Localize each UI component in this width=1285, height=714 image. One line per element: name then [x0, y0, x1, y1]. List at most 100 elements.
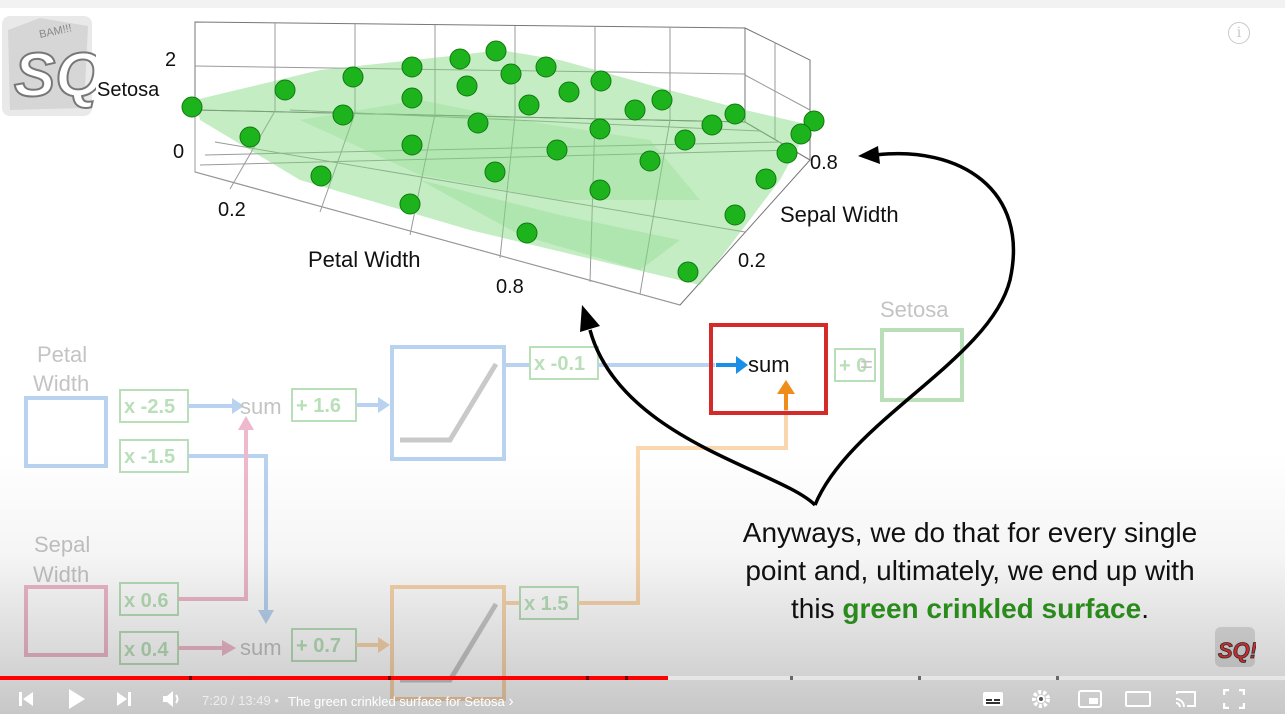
caption-text: Anyways, we do that for every single poi…: [742, 517, 1198, 624]
data-point: [401, 87, 423, 109]
output-node: [880, 328, 964, 402]
sum-top: sum: [240, 394, 282, 419]
weight-sepal-bottom: x 0.4: [124, 639, 169, 661]
sepal-input-node: [24, 585, 108, 657]
top-strip: [0, 0, 1285, 8]
data-point: [484, 161, 506, 183]
data-point: [239, 126, 261, 148]
sepal-input-label-2: Width: [33, 562, 89, 587]
weight-out-bottom: x 1.5: [524, 593, 568, 615]
skip-previous-icon[interactable]: [14, 688, 38, 710]
x-tick-left: 0.2: [218, 199, 246, 221]
chapter-marker: [918, 676, 921, 680]
final-sum: sum: [748, 352, 790, 377]
data-point: [485, 40, 507, 62]
theater-mode-icon[interactable]: [1124, 688, 1152, 710]
miniplayer-icon[interactable]: [1076, 688, 1104, 710]
data-point: [399, 193, 421, 215]
data-point: [181, 96, 203, 118]
data-point: [500, 63, 522, 85]
data-point: [677, 261, 699, 283]
svg-text:SQ!: SQ!: [1218, 638, 1256, 663]
subtitles-icon[interactable]: [980, 688, 1006, 710]
data-point: [310, 165, 332, 187]
bias-bottom: + 0.7: [296, 635, 341, 657]
data-point: [558, 81, 580, 103]
data-point: [546, 139, 568, 161]
data-point: [342, 66, 364, 88]
info-icon[interactable]: i: [1228, 22, 1250, 44]
chapter-marker: [586, 676, 589, 680]
data-point: [589, 118, 611, 140]
chapter-title-button[interactable]: The green crinkled surface for Setosa ›: [288, 693, 514, 711]
data-point: [724, 103, 746, 125]
x-tick-right: 0.8: [496, 276, 524, 298]
data-point: [518, 94, 540, 116]
svg-text:SQ!: SQ!: [14, 41, 96, 110]
player-controls: 7:20 / 13:49 • The green crinkled surfac…: [0, 684, 1285, 714]
time-total: 13:49: [238, 693, 271, 708]
chapter-marker: [189, 676, 192, 680]
statquest-mini-logo: SQ!: [1215, 627, 1256, 667]
y-tick-far: 0.8: [810, 152, 838, 174]
data-point: [651, 89, 673, 111]
chevron-right-icon: ›: [508, 693, 514, 710]
fullscreen-icon[interactable]: [1220, 688, 1248, 710]
curved-arrow-right: [813, 151, 1016, 506]
output-label: Setosa: [880, 297, 949, 322]
data-point: [589, 179, 611, 201]
data-point: [535, 56, 557, 78]
chapter-marker: [790, 676, 793, 680]
data-point: [790, 123, 812, 145]
petal-input-label-2: Width: [33, 371, 89, 396]
data-point: [776, 142, 798, 164]
equals-sign: =: [860, 352, 873, 377]
data-point: [639, 150, 661, 172]
data-point: [803, 110, 825, 132]
skip-next-icon[interactable]: [112, 688, 136, 710]
data-point: [274, 79, 296, 101]
data-points: [181, 40, 825, 283]
weight-petal-top: x -2.5: [124, 396, 175, 418]
data-point: [755, 168, 777, 190]
progress-played: [0, 676, 669, 680]
activation-node-bottom: [390, 585, 506, 701]
plot-grid: [194, 21, 811, 306]
chapter-title: The green crinkled surface for Setosa: [288, 694, 505, 709]
final-sum-highlight: [709, 323, 828, 415]
progress-bar[interactable]: [0, 676, 1285, 680]
play-icon[interactable]: [62, 688, 90, 710]
time-current: 7:20: [202, 693, 228, 708]
data-point: [456, 75, 478, 97]
chapter-marker: [625, 676, 628, 680]
data-point: [724, 204, 746, 226]
volume-icon[interactable]: [160, 688, 186, 710]
data-point: [332, 104, 354, 126]
bias-top: + 1.6: [296, 395, 341, 417]
cast-icon[interactable]: [1172, 688, 1200, 710]
x-axis-label: Petal Width: [308, 247, 421, 272]
petal-input-node: [24, 396, 108, 468]
data-point: [401, 134, 423, 156]
curved-arrow-left: [588, 329, 817, 507]
weight-sepal-top: x 0.6: [124, 590, 168, 612]
petal-input-label-1: Petal: [37, 342, 87, 367]
data-point: [449, 48, 471, 70]
data-point: [516, 222, 538, 244]
chapter-marker: [388, 676, 391, 680]
y-axis-label: Sepal Width: [780, 202, 899, 227]
sum-bottom: sum: [240, 635, 282, 660]
chapter-marker: [1056, 676, 1059, 680]
data-point: [467, 112, 489, 134]
statquest-logo: SQ! BAM!!!: [2, 16, 96, 116]
z-tick-bottom: 0: [173, 141, 184, 163]
settings-gear-icon[interactable]: [1028, 688, 1054, 710]
weight-out-top: x -0.1: [534, 353, 585, 375]
caption-highlight: green crinkled surface: [842, 593, 1142, 624]
y-tick-near: 0.2: [738, 250, 766, 272]
z-axis-label: Setosa: [97, 79, 160, 101]
z-tick-top: 2: [165, 49, 176, 71]
